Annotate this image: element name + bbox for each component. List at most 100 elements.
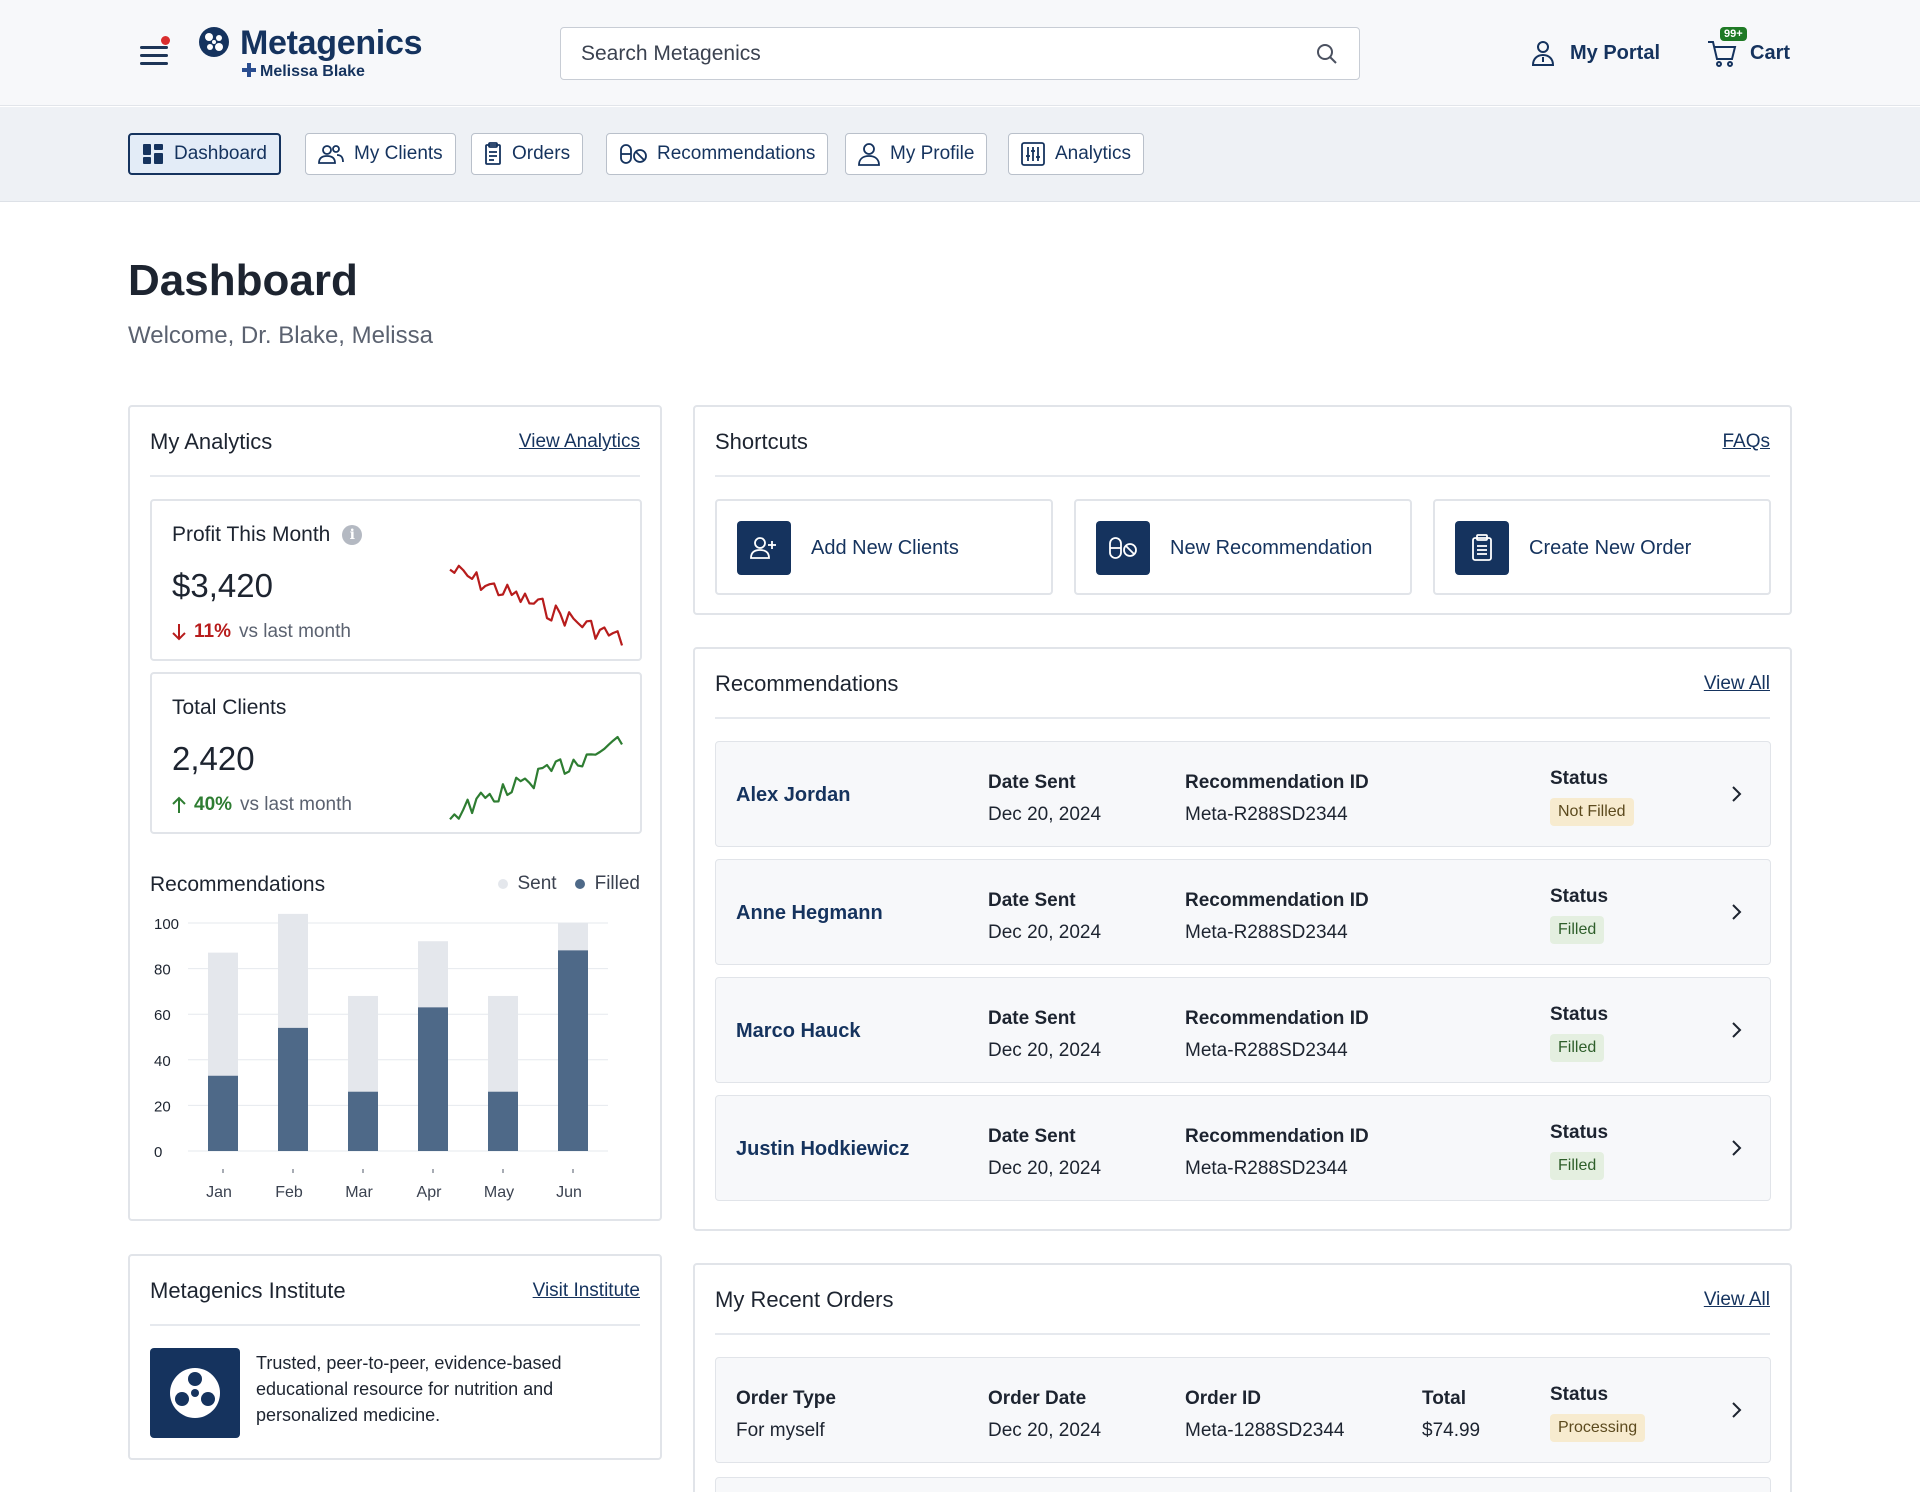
- divider: [715, 717, 1770, 719]
- recommendation-row[interactable]: Marco Hauck Date Sent Dec 20, 2024 Recom…: [715, 977, 1771, 1083]
- y-tick-label: 100: [154, 916, 179, 933]
- x-tick-label: Jun: [556, 1184, 582, 1201]
- recent-orders-title: My Recent Orders: [715, 1287, 894, 1312]
- clipboard-icon: [1472, 534, 1492, 561]
- status-header: Status: [1550, 768, 1609, 789]
- tab-my-profile-label: My Profile: [890, 143, 975, 164]
- tab-orders-label: Orders: [512, 143, 571, 164]
- tab-orders[interactable]: Orders: [471, 133, 584, 175]
- pills-icon: [620, 144, 647, 164]
- date-sent-value: Dec 20, 2024: [988, 922, 1102, 943]
- bar-filled: [208, 1075, 238, 1151]
- recommendation-id-value: Meta-R288SD2344: [1185, 922, 1348, 943]
- order-date-value: Dec 20, 2024: [988, 1420, 1102, 1441]
- portal-label: My Portal: [1570, 41, 1661, 64]
- divider: [715, 475, 1770, 477]
- sparkline-path: [449, 735, 623, 821]
- cart-badge: 99+: [1720, 27, 1747, 41]
- metagenics-logo[interactable]: Metagenics Melissa Blake: [198, 24, 438, 84]
- brand-name: Metagenics: [240, 24, 423, 62]
- clients-sparkline: [449, 735, 623, 821]
- date-sent-value: Dec 20, 2024: [988, 1158, 1102, 1179]
- new-recommendation-button[interactable]: New Recommendation: [1074, 499, 1412, 595]
- status-header: Status: [1550, 1384, 1609, 1405]
- clients-stat: Total Clients 2,420 40% vs last month: [150, 672, 642, 834]
- divider: [150, 475, 640, 477]
- recommendation-row[interactable]: Justin Hodkiewicz Date Sent Dec 20, 2024…: [715, 1095, 1771, 1201]
- cart-icon: [1708, 41, 1737, 67]
- recommendations-chart: 0 20 40 60 80 100 Jan Feb Mar Apr May Jun: [154, 913, 608, 1201]
- institute-description: Trusted, peer-to-peer, evidence-based ed…: [256, 1353, 562, 1425]
- order-date-header: Order Date: [988, 1388, 1087, 1409]
- status-header: Status: [1550, 1122, 1609, 1143]
- main-nav: Dashboard My Clients Orders Recommendati…: [0, 107, 1920, 202]
- view-analytics-link[interactable]: View Analytics: [518, 431, 640, 452]
- view-all-orders-link[interactable]: View All: [1703, 1289, 1770, 1310]
- order-id-header: Order ID: [1185, 1388, 1262, 1409]
- x-tick-label: Mar: [345, 1184, 373, 1201]
- search-icon[interactable]: [1315, 42, 1339, 66]
- recommendations-title: Recommendations: [715, 671, 899, 696]
- recommendation-id-header: Recommendation ID: [1185, 1126, 1369, 1147]
- shortcuts-card: Shortcuts FAQs Add New Clients New Recom…: [693, 405, 1792, 615]
- visit-institute-link[interactable]: Visit Institute: [532, 1280, 640, 1301]
- recent-orders-card: My Recent Orders View All Order Type For…: [693, 1263, 1792, 1492]
- faqs-link[interactable]: FAQs: [1722, 431, 1770, 452]
- date-sent-value: Dec 20, 2024: [988, 804, 1102, 825]
- client-name: Alex Jordan: [736, 784, 851, 806]
- recommendation-id-header: Recommendation ID: [1185, 890, 1369, 911]
- clients-delta-pct: 40%: [194, 794, 233, 815]
- tab-dashboard[interactable]: Dashboard: [128, 133, 281, 175]
- info-icon[interactable]: i: [342, 525, 363, 545]
- y-tick-label: 60: [154, 1007, 171, 1024]
- order-row[interactable]: Order Type For myself Order Date Dec 20,…: [715, 1357, 1771, 1463]
- my-portal-link[interactable]: My Portal: [1530, 36, 1660, 70]
- cart-link[interactable]: 99+ Cart: [1706, 27, 1790, 70]
- tab-recommendations[interactable]: Recommendations: [606, 133, 829, 175]
- person-icon: [858, 143, 880, 166]
- profit-sparkline: [449, 564, 624, 646]
- client-name: Anne Hegmann: [736, 902, 883, 924]
- tab-my-clients[interactable]: My Clients: [305, 133, 456, 175]
- new-recommendation-label: New Recommendation: [1170, 537, 1373, 559]
- recommendation-id-header: Recommendation ID: [1185, 772, 1369, 793]
- chevron-right-icon[interactable]: [1726, 1138, 1746, 1158]
- chevron-right-icon[interactable]: [1726, 784, 1746, 804]
- tab-analytics-label: Analytics: [1055, 143, 1132, 164]
- view-all-recommendations-link[interactable]: View All: [1703, 673, 1770, 694]
- institute-card: Metagenics Institute Visit Institute Tru…: [128, 1254, 662, 1460]
- chevron-right-icon[interactable]: [1726, 1400, 1746, 1420]
- welcome-text: Welcome, Dr. Blake, Melissa: [128, 322, 433, 349]
- tab-analytics[interactable]: Analytics: [1008, 133, 1145, 175]
- chevron-right-icon[interactable]: [1726, 902, 1746, 922]
- order-row[interactable]: [715, 1477, 1771, 1492]
- create-new-order-label: Create New Order: [1529, 537, 1692, 559]
- order-type-header: Order Type: [736, 1388, 836, 1409]
- recommendation-row[interactable]: Anne Hegmann Date Sent Dec 20, 2024 Reco…: [715, 859, 1771, 965]
- bar-filled: [278, 1027, 308, 1151]
- profit-delta: 11% vs last month: [172, 621, 351, 643]
- recommendation-row[interactable]: Alex Jordan Date Sent Dec 20, 2024 Recom…: [715, 741, 1771, 847]
- order-id-value: Meta-1288SD2344: [1185, 1420, 1345, 1441]
- sliders-icon: [1021, 142, 1045, 166]
- status-badge: Filled: [1550, 1152, 1605, 1180]
- plus-icon: [242, 63, 256, 77]
- clients-value: 2,420: [172, 740, 255, 777]
- profit-label: Profit This Month i: [172, 523, 363, 547]
- create-new-order-button[interactable]: Create New Order: [1433, 499, 1771, 595]
- chevron-right-icon[interactable]: [1726, 1020, 1746, 1040]
- tab-my-profile[interactable]: My Profile: [845, 133, 988, 175]
- analytics-card: My Analytics View Analytics Profit This …: [128, 405, 662, 1221]
- date-sent-header: Date Sent: [988, 1008, 1076, 1029]
- account-name: Melissa Blake: [242, 62, 365, 81]
- clients-delta: 40% vs last month: [172, 794, 352, 816]
- menu-button[interactable]: [140, 36, 170, 68]
- y-tick-label: 0: [154, 1144, 162, 1161]
- dashboard-icon: [143, 144, 163, 164]
- institute-logo-icon: [170, 1368, 220, 1418]
- add-new-clients-button[interactable]: Add New Clients: [715, 499, 1053, 595]
- recommendation-id-header: Recommendation ID: [1185, 1008, 1369, 1029]
- profit-value: $3,420: [172, 567, 273, 604]
- search-input[interactable]: [581, 40, 1281, 68]
- order-type-value: For myself: [736, 1420, 825, 1441]
